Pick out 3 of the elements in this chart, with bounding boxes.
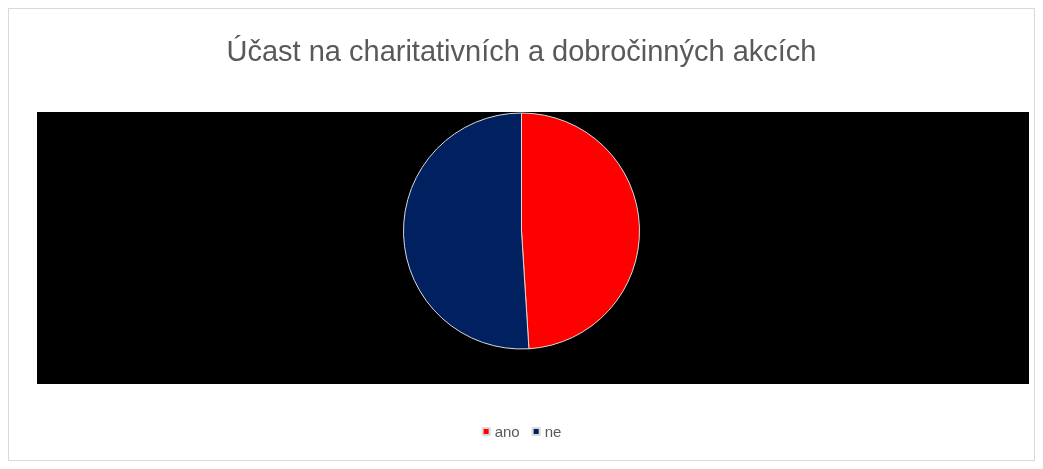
- legend-label: ne: [544, 423, 562, 440]
- legend-label: ano: [494, 423, 520, 440]
- chart-title: Účast na charitativních a dobročinných akcích: [226, 34, 817, 67]
